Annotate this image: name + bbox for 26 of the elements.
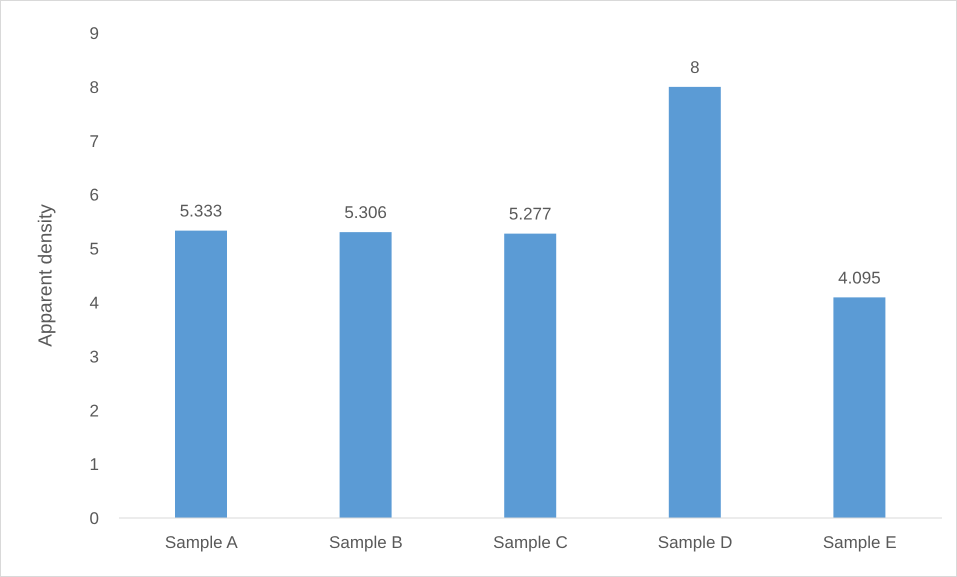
y-tick-label: 8 [90,78,99,97]
y-tick-label: 2 [90,401,99,420]
y-tick-label: 7 [90,132,99,151]
bar [668,86,721,518]
x-tick-label: Sample D [658,533,732,552]
y-tick-label: 0 [90,509,99,528]
y-tick-label: 5 [90,240,99,259]
y-tick-label: 6 [90,186,99,205]
data-label: 5.333 [180,202,222,221]
y-axis-title: Apparent density [36,204,57,347]
y-tick-label: 3 [90,347,99,366]
y-tick-label: 4 [90,293,99,312]
bar [833,297,886,518]
data-label: 5.306 [344,203,387,222]
x-tick-label: Sample E [822,533,897,552]
data-label: 4.095 [838,268,881,288]
x-tick-label: Sample B [329,533,403,552]
bar [340,232,392,518]
y-tick-label: 9 [90,24,99,44]
bar [175,230,227,518]
bar [504,234,556,518]
x-tick-label: Sample A [164,533,238,552]
x-tick-label: Sample C [493,533,568,552]
y-tick-label: 1 [90,455,99,474]
data-label: 8 [690,58,700,77]
data-label: 5.277 [508,204,552,224]
